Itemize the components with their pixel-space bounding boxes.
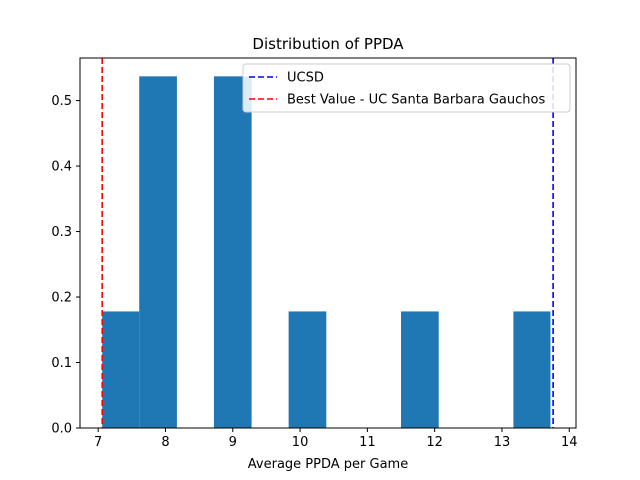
- histogram-bar: [401, 311, 439, 428]
- y-tick-label: 0.0: [51, 422, 72, 437]
- legend-box: [242, 63, 571, 113]
- reference-lines-group: [101, 58, 554, 428]
- chart-title: Distribution of PPDA: [252, 35, 404, 53]
- y-tick-label: 0.2: [51, 291, 72, 306]
- legend-label: Best Value - UC Santa Barbara Gauchos: [287, 93, 545, 108]
- x-tick-label: 10: [292, 435, 309, 450]
- histogram-bar: [139, 76, 177, 429]
- x-tick-label: 9: [229, 435, 237, 450]
- legend: UCSD Best Value - UC Santa Barbara Gaucho…: [242, 63, 571, 113]
- y-tick-label: 0.3: [51, 225, 72, 240]
- histogram-bar: [513, 311, 551, 428]
- histogram-bar: [102, 311, 140, 428]
- x-ticks-group: 7 8 9 10 11 12 13 14: [94, 428, 578, 450]
- histogram-bar: [288, 311, 327, 428]
- y-tick-label: 0.1: [51, 356, 72, 371]
- y-tick-label: 0.5: [51, 94, 72, 109]
- plot-frame: [79, 57, 577, 429]
- x-axis-label: Average PPDA per Game: [248, 457, 408, 472]
- legend-label: UCSD: [287, 71, 324, 86]
- x-tick-label: 12: [426, 435, 443, 450]
- x-tick-label: 7: [94, 435, 102, 450]
- y-ticks-group: 0.0 0.1 0.2 0.3 0.4 0.5: [51, 94, 80, 437]
- x-tick-label: 14: [561, 435, 578, 450]
- x-tick-label: 13: [494, 435, 511, 450]
- y-tick-label: 0.4: [51, 160, 72, 175]
- x-tick-label: 8: [161, 435, 169, 450]
- x-tick-label: 11: [359, 435, 376, 450]
- bars-group: [102, 76, 551, 429]
- histogram-bar: [213, 76, 252, 429]
